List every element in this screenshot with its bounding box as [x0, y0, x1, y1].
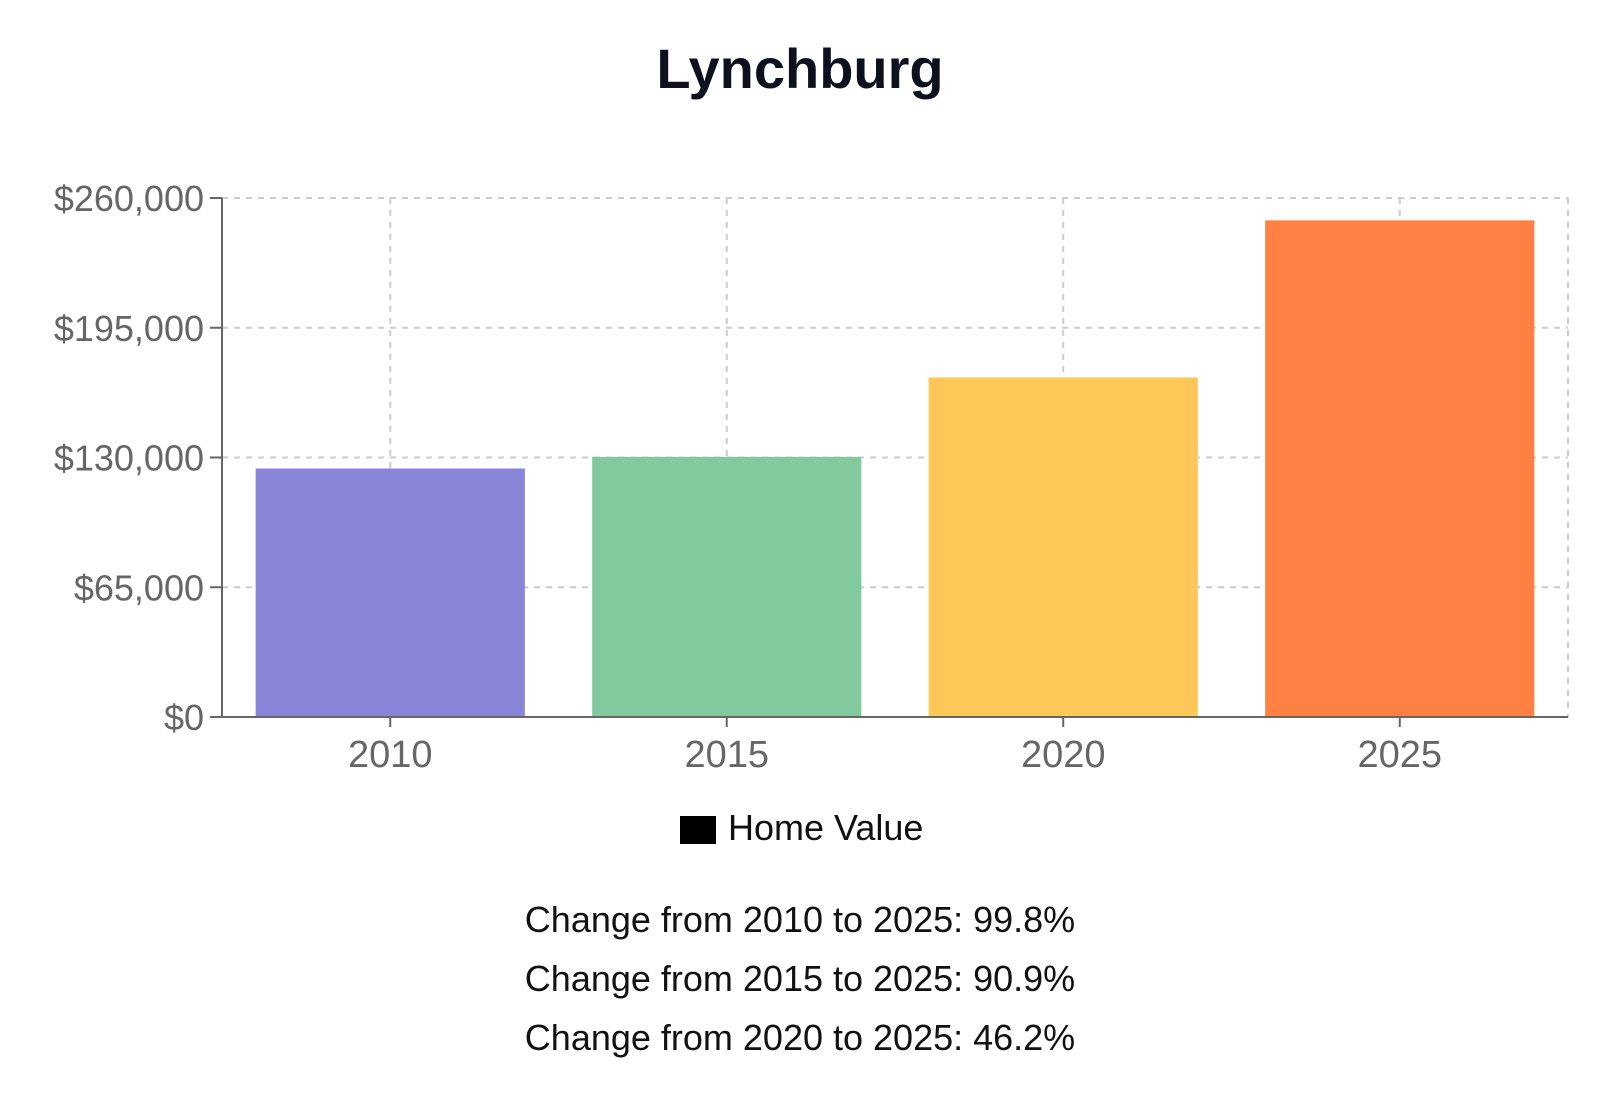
axes: $0 $65,000 $130,000 $195,000 $260,000 2010 201… — [54, 178, 1568, 776]
x-tick-label: 2010 — [348, 734, 433, 776]
chart-title: Lynchburg — [656, 37, 944, 100]
x-tick-label: 2025 — [1357, 734, 1442, 776]
bar-2025[interactable] — [1265, 220, 1535, 717]
bar-chart: $0 $65,000 $130,000 $195,000 $260,000 2010 201… — [54, 178, 1569, 848]
legend[interactable]: Home Value — [680, 807, 923, 848]
y-tick-label: $260,000 — [54, 178, 204, 219]
y-tick-label: $130,000 — [54, 438, 204, 479]
x-tick-label: 2015 — [684, 734, 769, 776]
change-line-2020: Change from 2020 to 2025: 46.2% — [524, 1017, 1076, 1058]
bars — [255, 220, 1535, 717]
legend-label: Home Value — [728, 807, 923, 848]
bar-2015[interactable] — [592, 456, 862, 717]
change-line-2010: Change from 2010 to 2025: 99.8% — [524, 899, 1076, 940]
x-tick-label: 2020 — [1021, 734, 1106, 776]
change-summary: Change from 2010 to 2025: 99.8% Change f… — [0, 890, 1600, 1067]
legend-swatch — [680, 816, 716, 844]
bar-2010[interactable] — [255, 468, 525, 717]
y-tick-label: $0 — [164, 697, 204, 738]
change-line-2015: Change from 2015 to 2025: 90.9% — [524, 958, 1076, 999]
bar-2020[interactable] — [928, 377, 1198, 717]
y-tick-label: $195,000 — [54, 308, 204, 349]
y-tick-label: $65,000 — [74, 567, 204, 608]
